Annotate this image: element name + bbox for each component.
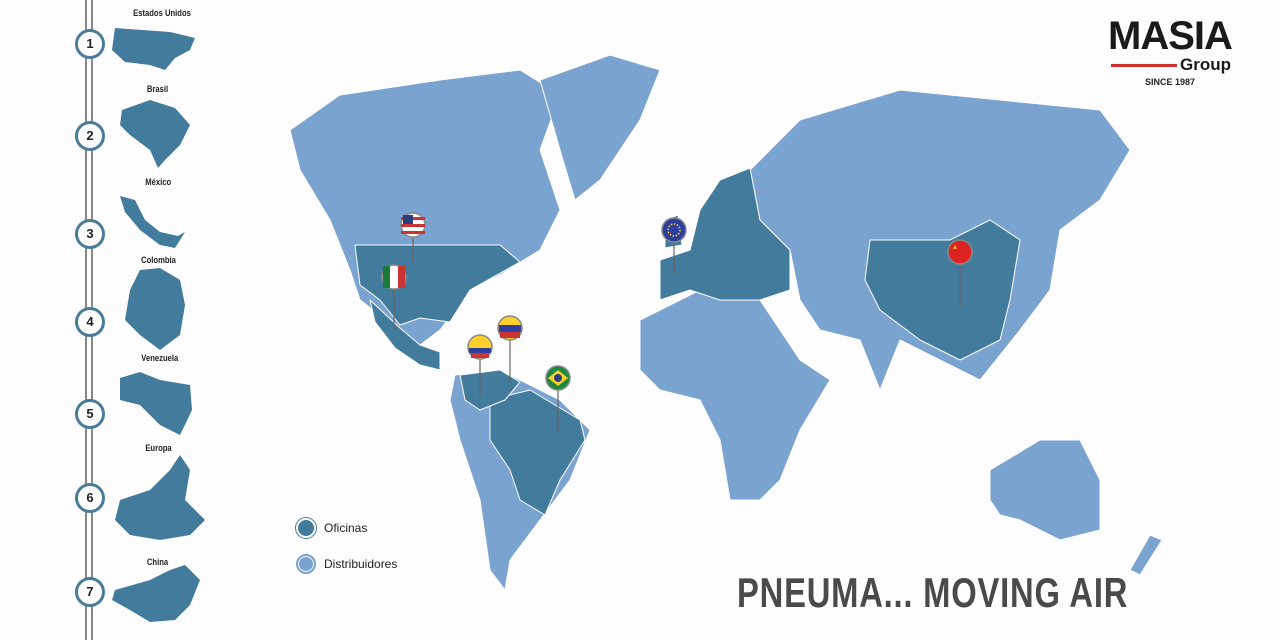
logo-since: SINCE 1987 xyxy=(1145,77,1196,87)
flag-usa-pin xyxy=(400,212,426,238)
legend-offices: Oficinas xyxy=(296,518,367,538)
legend-distributors-label: Distribuidores xyxy=(324,557,398,571)
africa xyxy=(639,289,831,501)
offices-swatch xyxy=(296,518,316,538)
legend-offices-label: Oficinas xyxy=(324,521,368,535)
flag-venezuela-pin xyxy=(497,315,523,341)
new-zealand xyxy=(1129,534,1163,576)
china xyxy=(864,219,1021,361)
masia-logo: MASIA Group SINCE 1987 xyxy=(1108,14,1248,90)
flag-brazil-pin xyxy=(545,365,571,391)
flag-mexico-pin xyxy=(381,264,407,290)
step-1: 1 xyxy=(75,29,105,59)
europe xyxy=(659,167,791,301)
label-colombia: Colombia xyxy=(141,255,176,265)
silhouette-brazil xyxy=(120,100,190,168)
label-mexico: México xyxy=(145,177,172,187)
silhouette-venezuela xyxy=(120,372,192,435)
silhouette-europe xyxy=(115,455,205,540)
step-7: 7 xyxy=(75,577,105,607)
silhouette-colombia xyxy=(125,268,185,350)
logo-sub: Group xyxy=(1180,55,1231,74)
step-6: 6 xyxy=(75,483,105,513)
flag-china-pin xyxy=(947,239,973,265)
silhouette-usa xyxy=(112,28,195,70)
step-2: 2 xyxy=(75,121,105,151)
logo-name: MASIA xyxy=(1108,14,1233,58)
silhouette-china xyxy=(112,565,200,622)
step-5: 5 xyxy=(75,399,105,429)
logo-bar xyxy=(1111,64,1177,67)
brazil xyxy=(489,389,586,516)
label-europe: Europa xyxy=(145,443,172,453)
flag-eu-pin xyxy=(661,217,687,243)
colombia-venezuela xyxy=(459,369,521,411)
australia xyxy=(989,439,1101,541)
label-venezuela: Venezuela xyxy=(141,353,179,363)
silhouette-mexico xyxy=(120,196,185,248)
greenland xyxy=(539,54,661,201)
mexico xyxy=(369,299,441,371)
flag-colombia-pin xyxy=(467,334,493,360)
label-china: China xyxy=(146,557,169,567)
label-brazil: Brasil xyxy=(146,84,169,94)
distributors-swatch xyxy=(296,554,316,574)
slogan: PNEUMA... MOVING AIR xyxy=(737,569,1129,616)
label-usa: Estados Unidos xyxy=(133,8,191,18)
step-3: 3 xyxy=(75,219,105,249)
legend-distributors: Distribuidores xyxy=(296,554,397,574)
step-4: 4 xyxy=(75,307,105,337)
